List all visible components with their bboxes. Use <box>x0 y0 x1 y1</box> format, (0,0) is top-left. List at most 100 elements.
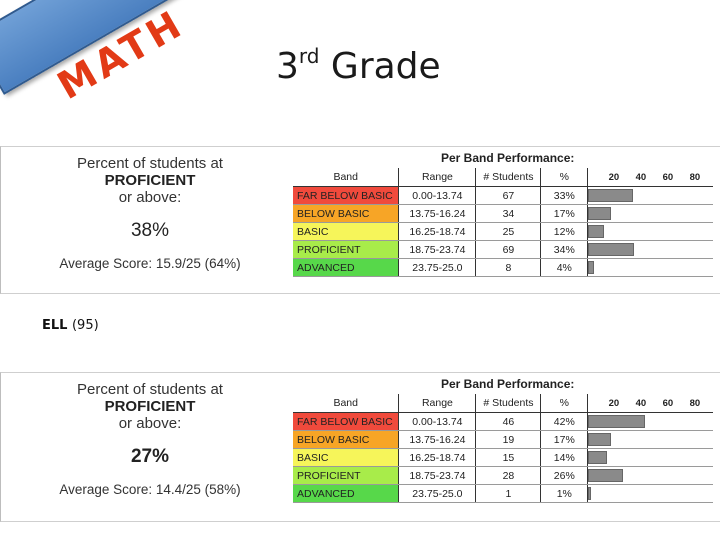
band-cell: ADVANCED <box>293 484 399 503</box>
range-header: Range <box>398 168 476 187</box>
summary-line1: Percent of students at <box>77 155 223 172</box>
band-cell: PROFICIENT <box>293 466 399 485</box>
pct-cell: 14% <box>540 448 588 467</box>
percent-bar <box>588 189 633 202</box>
students-header: # Students <box>475 168 541 187</box>
average-score: Average Score: 15.9/25 (64%) <box>59 256 241 271</box>
band-cell: BELOW BASIC <box>293 430 399 449</box>
axis-header: 20 40 60 80 <box>587 168 713 187</box>
bar-cell <box>587 222 713 241</box>
range-header: Range <box>398 394 476 413</box>
students-cell: 1 <box>475 484 541 503</box>
summary-box: Percent of students at PROFICIENT or abo… <box>45 381 255 497</box>
percent-bar <box>588 207 612 220</box>
axis-tick: 80 <box>689 171 701 183</box>
range-cell: 13.75-16.24 <box>398 204 476 223</box>
percent-bar <box>588 225 605 238</box>
band-cell: BELOW BASIC <box>293 204 399 223</box>
band-cell: FAR BELOW BASIC <box>293 412 399 431</box>
table-row: FAR BELOW BASIC 0.00-13.74 67 33% <box>293 186 713 205</box>
range-cell: 0.00-13.74 <box>398 412 476 431</box>
bar-cell <box>587 466 713 485</box>
students-cell: 34 <box>475 204 541 223</box>
range-cell: 18.75-23.74 <box>398 240 476 259</box>
pct-cell: 34% <box>540 240 588 259</box>
students-header: # Students <box>475 394 541 413</box>
bar-cell <box>587 448 713 467</box>
percent-bar <box>588 433 612 446</box>
range-cell: 23.75-25.0 <box>398 484 476 503</box>
table-row: ADVANCED 23.75-25.0 1 1% <box>293 484 713 503</box>
pct-cell: 4% <box>540 258 588 277</box>
table-row: BELOW BASIC 13.75-16.24 34 17% <box>293 204 713 223</box>
report-panel-all: Percent of students at PROFICIENT or abo… <box>0 146 720 294</box>
pct-cell: 42% <box>540 412 588 431</box>
pct-header: % <box>540 168 588 187</box>
students-cell: 15 <box>475 448 541 467</box>
band-cell: BASIC <box>293 222 399 241</box>
range-cell: 16.25-18.74 <box>398 222 476 241</box>
axis-tick: 60 <box>662 171 674 183</box>
axis-tick: 20 <box>608 397 620 409</box>
ell-label: ELL (95) <box>42 318 99 333</box>
table-row: BASIC 16.25-18.74 15 14% <box>293 448 713 467</box>
band-cell: ADVANCED <box>293 258 399 277</box>
band-cell: FAR BELOW BASIC <box>293 186 399 205</box>
range-cell: 0.00-13.74 <box>398 186 476 205</box>
report-panel-ell: Percent of students at PROFICIENT or abo… <box>0 372 720 522</box>
range-cell: 16.25-18.74 <box>398 448 476 467</box>
pct-header: % <box>540 394 588 413</box>
students-cell: 8 <box>475 258 541 277</box>
band-cell: BASIC <box>293 448 399 467</box>
proficient-percent: 27% <box>130 446 170 467</box>
summary-line2: PROFICIENT <box>104 398 196 415</box>
summary-box: Percent of students at PROFICIENT or abo… <box>45 155 255 271</box>
bar-cell <box>587 204 713 223</box>
band-header: Band <box>293 394 399 413</box>
students-cell: 28 <box>475 466 541 485</box>
pct-cell: 17% <box>540 204 588 223</box>
bar-cell <box>587 484 713 503</box>
band-table: Band Range # Students % 20 40 60 80 FAR … <box>293 168 713 277</box>
table-row: PROFICIENT 18.75-23.74 69 34% <box>293 240 713 259</box>
bar-cell <box>587 258 713 277</box>
pct-cell: 26% <box>540 466 588 485</box>
pct-cell: 1% <box>540 484 588 503</box>
percent-bar <box>588 243 635 256</box>
table-title: Per Band Performance: <box>441 377 575 391</box>
students-cell: 69 <box>475 240 541 259</box>
bar-cell <box>587 186 713 205</box>
summary-line3: or above: <box>118 415 182 432</box>
students-cell: 19 <box>475 430 541 449</box>
table-title: Per Band Performance: <box>441 151 575 165</box>
range-cell: 13.75-16.24 <box>398 430 476 449</box>
percent-bar <box>588 469 624 482</box>
math-banner: MATH <box>0 0 260 145</box>
range-cell: 23.75-25.0 <box>398 258 476 277</box>
average-score: Average Score: 14.4/25 (58%) <box>59 482 241 497</box>
pct-cell: 12% <box>540 222 588 241</box>
band-cell: PROFICIENT <box>293 240 399 259</box>
axis-tick: 60 <box>662 397 674 409</box>
percent-bar <box>588 451 608 464</box>
range-cell: 18.75-23.74 <box>398 466 476 485</box>
table-row: BASIC 16.25-18.74 25 12% <box>293 222 713 241</box>
bar-cell <box>587 430 713 449</box>
axis-tick: 40 <box>635 397 647 409</box>
percent-bar <box>588 415 645 428</box>
summary-line3: or above: <box>118 189 182 206</box>
table-row: PROFICIENT 18.75-23.74 28 26% <box>293 466 713 485</box>
summary-line2: PROFICIENT <box>104 172 196 189</box>
page-title: 3rd Grade <box>276 44 441 87</box>
axis-tick: 80 <box>689 397 701 409</box>
axis-tick: 40 <box>635 171 647 183</box>
axis-tick: 20 <box>608 171 620 183</box>
bar-cell <box>587 412 713 431</box>
pct-cell: 33% <box>540 186 588 205</box>
percent-bar <box>588 261 594 274</box>
table-row: BELOW BASIC 13.75-16.24 19 17% <box>293 430 713 449</box>
pct-cell: 17% <box>540 430 588 449</box>
axis-header: 20 40 60 80 <box>587 394 713 413</box>
proficient-percent: 38% <box>130 220 170 241</box>
students-cell: 46 <box>475 412 541 431</box>
